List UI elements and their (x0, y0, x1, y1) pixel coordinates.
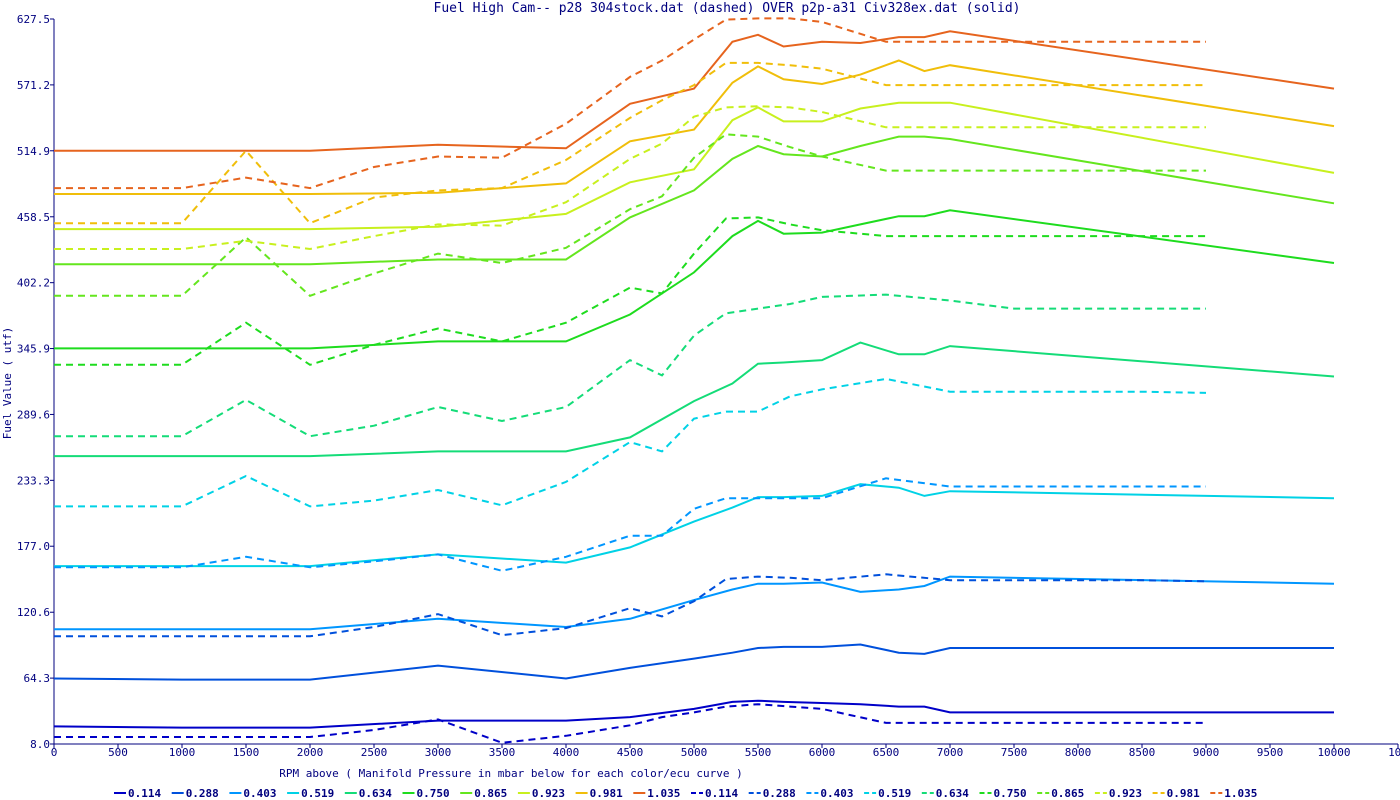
x-tick-label: 5000 (681, 746, 708, 759)
x-tick-label: 7500 (1001, 746, 1028, 759)
series-line-solid-0.634 (54, 341, 1335, 458)
series-line-dashed-0.981 (54, 61, 1206, 225)
x-tick-label: 6000 (809, 746, 836, 759)
x-tick-label: 3500 (489, 746, 516, 759)
y-tick-label: 289.6 (17, 408, 50, 421)
y-tick-label: 64.3 (24, 672, 51, 685)
legend-label: 0.865 (474, 787, 507, 800)
legend-label: 0.750 (417, 787, 450, 800)
legend-label: 0.634 (359, 787, 392, 800)
x-tick-label: 7000 (937, 746, 964, 759)
x-tick-label: 4000 (553, 746, 580, 759)
legend-label: 0.634 (936, 787, 969, 800)
y-tick-label: 120.6 (17, 606, 50, 619)
legend-label: 0.114 (705, 787, 738, 800)
legend-label: 0.865 (1051, 787, 1084, 800)
x-tick-label: 4500 (617, 746, 644, 759)
y-tick-label: 514.9 (17, 145, 50, 158)
x-ticks: 0 500 1000 1500 2000 2500 3000 3500 4000 4500 5000… (51, 744, 1400, 759)
x-tick-label: 9000 (1193, 746, 1220, 759)
series-line-solid-0.865 (54, 135, 1335, 266)
x-tick-label: 2500 (361, 746, 388, 759)
legend-label: 0.750 (994, 787, 1027, 800)
legend-label: 0.519 (301, 787, 334, 800)
x-tick-label: 8500 (1129, 746, 1156, 759)
y-axis-title: Fuel Value ( utf) (1, 327, 14, 440)
x-tick-label: 5500 (745, 746, 772, 759)
x-tick-label: 9500 (1257, 746, 1284, 759)
legend-label: 0.981 (590, 787, 623, 800)
series-line-solid-0.114 (53, 699, 1334, 729)
legend-label: 0.403 (243, 787, 276, 800)
series-line-solid-0.923 (54, 101, 1335, 231)
x-tick-label: 6500 (873, 746, 900, 759)
y-tick-label: 571.2 (17, 79, 50, 92)
x-axis-title: RPM above ( Manifold Pressure in mbar be… (279, 767, 743, 780)
y-tick-label: 458.5 (17, 211, 50, 224)
series-line-dashed-0.865 (54, 133, 1206, 297)
series-line-solid-0.288 (53, 643, 1334, 681)
series-line-dashed-0.288 (54, 573, 1207, 638)
x-tick-label: 2000 (297, 746, 324, 759)
series-line-dashed-0.519 (54, 377, 1207, 508)
x-tick-label: 1000 (169, 746, 196, 759)
series-line-dashed-1.035 (54, 17, 1206, 190)
legend-label: 0.923 (1109, 787, 1142, 800)
series-line-dashed-0.634 (54, 293, 1206, 438)
y-ticks: 8.0 64.3 120.6 177.0 233.3 289.6 345.9 402.2 458… (17, 13, 54, 751)
legend-label: 0.114 (128, 787, 161, 800)
legend-label: 0.519 (878, 787, 911, 800)
y-tick-label: 177.0 (17, 540, 50, 553)
legend: 0.114 0.288 0.403 0.519 0.634 0.750 0.865 0.923… (114, 787, 1257, 800)
series-line-dashed-0.403 (54, 477, 1206, 572)
y-tick-label: 402.2 (17, 277, 50, 290)
x-tick-label: 500 (108, 746, 128, 759)
series-line-solid-1.035 (54, 30, 1335, 152)
series-line-solid-0.750 (54, 209, 1335, 350)
chart-title-group: Fuel High Cam-- p28 304stock.dat (dashed… (434, 1, 1021, 16)
y-tick-label: 8.0 (30, 738, 50, 751)
x-tick-label: 3000 (425, 746, 452, 759)
x-tick-label: 8000 (1065, 746, 1092, 759)
legend-label: 1.035 (647, 787, 680, 800)
series-line-solid-0.981 (54, 59, 1335, 195)
legend-label: 0.403 (820, 787, 853, 800)
series-line-dashed-0.923 (54, 105, 1206, 251)
x-tick-label: 105 (1388, 746, 1400, 759)
series-line-solid-0.519 (54, 483, 1335, 568)
y-tick-label: 345.9 (17, 343, 50, 356)
legend-label: 0.288 (186, 787, 219, 800)
series-line-dashed-0.750 (54, 216, 1206, 366)
x-tick-label: 0 (51, 746, 58, 759)
legend-label: 0.288 (763, 787, 796, 800)
legend-label: 0.981 (1167, 787, 1200, 800)
legend-label: 0.923 (532, 787, 565, 800)
x-tick-label: 1500 (233, 746, 260, 759)
x-tick-label: 10000 (1317, 746, 1350, 759)
series-line-solid-0.403 (54, 575, 1335, 631)
legend-label: 1.035 (1224, 787, 1257, 800)
series-layer (53, 17, 1335, 744)
series-line-dashed-0.114 (54, 703, 1206, 744)
y-tick-label: 627.5 (17, 13, 50, 26)
y-tick-label: 233.3 (17, 474, 50, 487)
chart-title: Fuel High Cam-- p28 304stock.dat (dashed… (434, 1, 1021, 16)
plot-frame (53, 19, 1398, 745)
